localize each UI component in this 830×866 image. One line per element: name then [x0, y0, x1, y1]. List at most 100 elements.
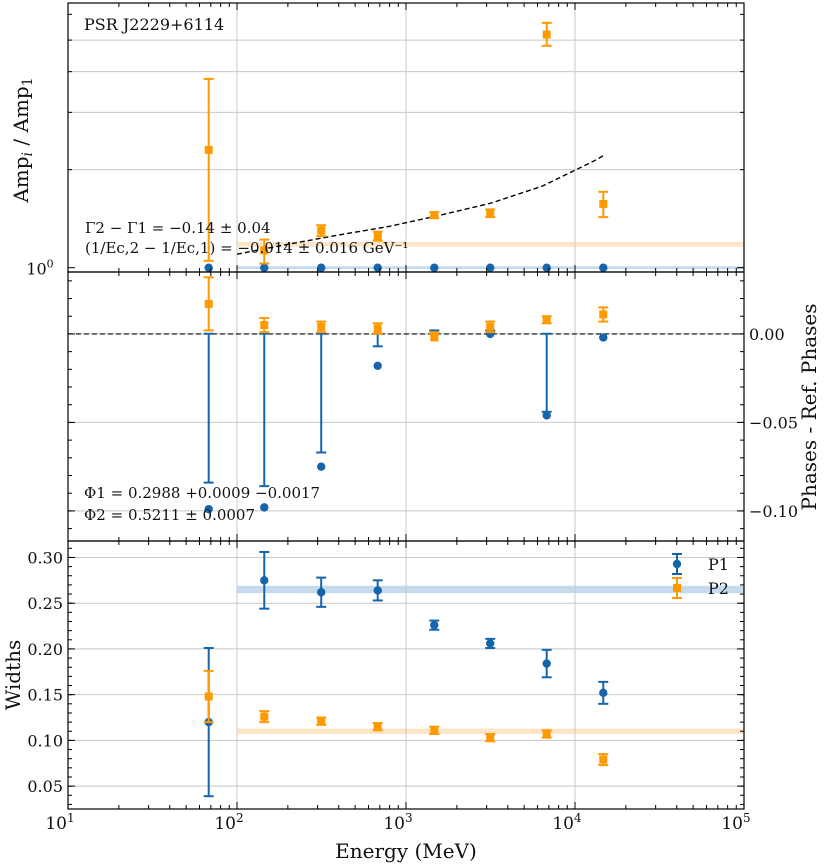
- phases-point-p1: [599, 333, 608, 342]
- marker-square: [430, 726, 439, 735]
- phases-point-p1: [372, 332, 383, 370]
- marker-circle: [317, 263, 326, 272]
- amplitude-ratio-point-p2: [598, 190, 609, 219]
- marker-circle: [486, 639, 495, 648]
- grid-layer: [68, 3, 744, 809]
- marker-square: [260, 712, 269, 721]
- marker-circle: [373, 361, 382, 370]
- amplitude-ratio-point-p2: [485, 208, 496, 219]
- amplitude-ratio-point-p1: [430, 263, 439, 272]
- widths-point-p1: [259, 550, 270, 610]
- amplitude-ratio-point-p2: [541, 21, 552, 47]
- phases-point-p2: [372, 322, 383, 335]
- band-p2: [237, 241, 744, 247]
- phases-point-p2: [485, 320, 496, 334]
- widths-point-p2: [203, 669, 214, 724]
- marker-square: [317, 717, 326, 726]
- annotation-phi2: Φ2 = 0.5211 ± 0.0007: [84, 506, 255, 524]
- marker-circle: [430, 620, 439, 630]
- amplitude-ratio-point-p1: [373, 263, 382, 272]
- marker-square: [317, 226, 326, 235]
- y-tick-label: −0.05: [749, 413, 798, 432]
- x-axis-label: Energy (MeV): [335, 839, 477, 863]
- marker-square: [486, 733, 495, 742]
- annotation-phi1: Φ1 = 0.2988 +0.0009 −0.0017: [84, 484, 320, 502]
- y-tick-label: 0.15: [27, 686, 63, 705]
- widths-point-p1: [316, 576, 327, 608]
- x-tick-label: 104: [552, 811, 582, 834]
- phases-point-p2: [541, 315, 552, 325]
- y-axis-label: Ampi / Amp1: [9, 77, 36, 203]
- legend-item-p2: P2: [672, 577, 729, 599]
- y-tick-label: −0.10: [749, 502, 798, 521]
- widths-point-p2: [259, 710, 270, 724]
- marker-circle: [486, 263, 495, 272]
- widths-point-p1: [485, 637, 496, 650]
- phases-point-p1: [316, 332, 327, 471]
- marker-square: [599, 199, 608, 208]
- y-axis-label: Widths: [1, 640, 25, 711]
- marker-circle: [204, 504, 213, 514]
- widths-point-p2: [598, 753, 609, 767]
- marker-circle: [260, 503, 269, 512]
- marker-square: [204, 692, 213, 701]
- phases-point-p1: [203, 332, 214, 514]
- phases-point-p2: [316, 320, 327, 334]
- amplitude-ratio-point-p2: [259, 238, 270, 265]
- marker-circle: [204, 263, 213, 272]
- amplitude-ratio-point-p1: [204, 263, 213, 272]
- legend-marker: [672, 559, 682, 569]
- marker-square: [486, 322, 495, 331]
- marker-square: [542, 315, 551, 324]
- marker-circle: [542, 263, 551, 272]
- amplitude-ratio-point-p1: [486, 263, 495, 272]
- marker-circle: [317, 462, 326, 471]
- y-tick-label: 0.05: [27, 777, 63, 796]
- y-axis-label-right: Phases - Ref. Phases: [797, 303, 821, 510]
- annotation-cutoff: (1/Ec,2 − 1/Ec,1) = −0.014 ± 0.016 GeV⁻¹: [85, 239, 408, 257]
- marker-square: [260, 321, 269, 330]
- amplitude-ratio-point-p2: [429, 211, 440, 220]
- legend-marker: [673, 584, 681, 592]
- widths-point-p2: [541, 729, 552, 739]
- marker-square: [599, 755, 608, 764]
- widths-point-p2: [316, 716, 327, 726]
- marker-square: [542, 729, 551, 738]
- x-tick-label: 105: [721, 811, 750, 834]
- amplitude-ratio-point-p1: [542, 263, 551, 272]
- marker-square: [204, 299, 213, 308]
- y-tick-label: 100: [26, 258, 53, 279]
- amplitude-ratio-point-p1: [317, 263, 326, 272]
- y-tick-label: 0.25: [27, 594, 63, 613]
- y-tick-label: 0.30: [27, 548, 63, 567]
- y-tick-label: 0.20: [27, 640, 63, 659]
- marker-square: [317, 322, 326, 331]
- marker-circle: [599, 263, 608, 272]
- widths-point-p1: [372, 579, 383, 602]
- marker-square: [204, 145, 213, 154]
- marker-circle: [430, 263, 439, 272]
- widths-point-p1: [598, 680, 609, 705]
- legend-item-p1: P1: [672, 553, 729, 575]
- phases-point-p2: [259, 317, 270, 334]
- marker-circle: [599, 688, 608, 698]
- data-layer: [68, 21, 744, 798]
- marker-circle: [542, 411, 551, 420]
- widths-point-p2: [429, 725, 440, 735]
- band-p2: [237, 728, 744, 734]
- marker-square: [260, 246, 269, 255]
- marker-square: [373, 232, 382, 241]
- phases-point-p2: [203, 276, 214, 332]
- marker-square: [373, 722, 382, 731]
- y-tick-label: 0.00: [749, 325, 785, 344]
- marker-circle: [260, 576, 269, 585]
- axes-layer: [67, 2, 745, 810]
- text-layer: 101 102 103 104 105 Energy (MeV) 100 Ampi / Amp…: [1, 15, 821, 863]
- widths-point-p1: [541, 648, 552, 679]
- x-tick-label: 103: [383, 811, 412, 834]
- marker-square: [542, 30, 551, 39]
- marker-square: [430, 211, 439, 220]
- annotation-gamma: Γ2 − Γ1 = −0.14 ± 0.04: [85, 219, 271, 237]
- marker-circle: [373, 586, 382, 595]
